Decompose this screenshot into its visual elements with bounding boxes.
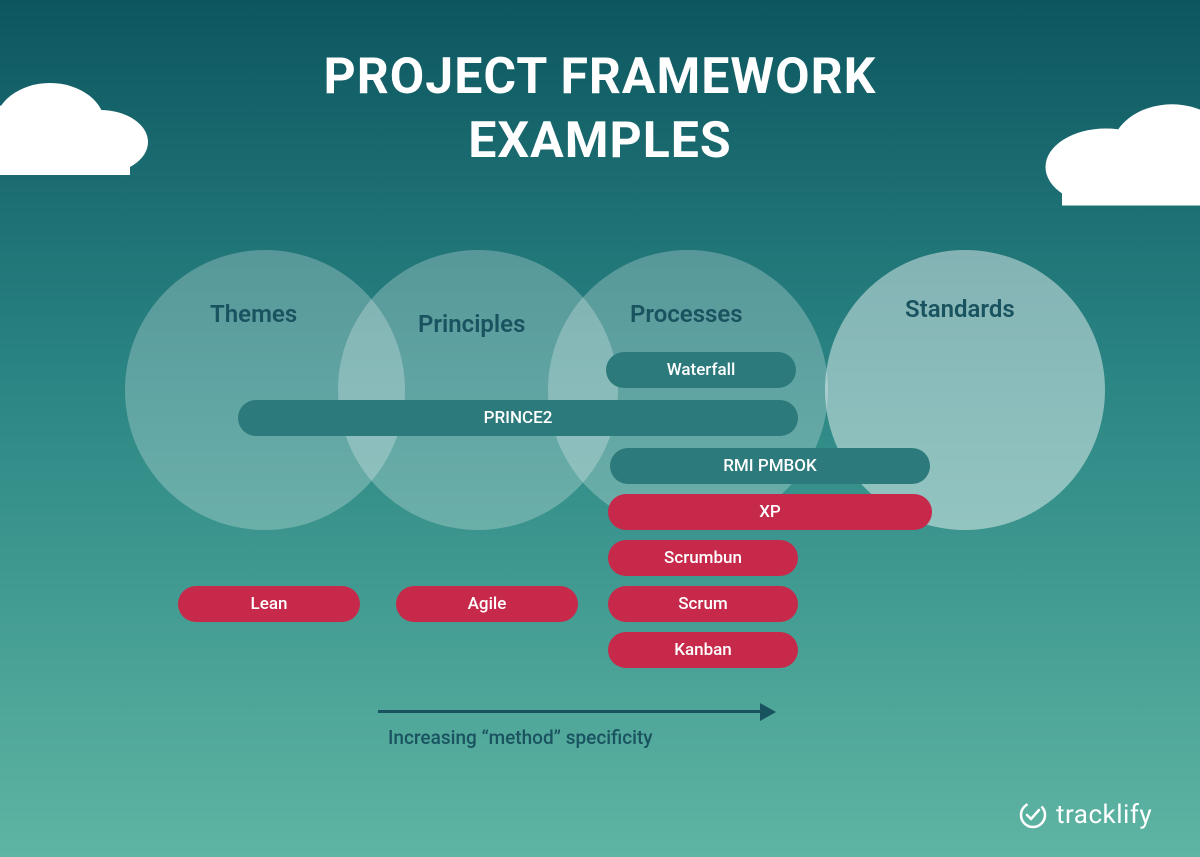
specificity-arrow-head [760,703,776,721]
framework-pill: Waterfall [606,352,796,388]
specificity-arrow-line [378,710,760,713]
tracklify-logo: tracklify [1018,800,1152,830]
framework-pill: Lean [178,586,360,622]
framework-pill: XP [608,494,932,530]
venn-circle-label: Standards [905,295,1015,323]
venn-circle-label: Principles [418,310,525,338]
tracklify-logo-text: tracklify [1056,800,1152,830]
framework-pill: PRINCE2 [238,400,798,436]
framework-pill: Scrum [608,586,798,622]
venn-circle-label: Themes [210,300,297,328]
venn-circle [548,250,828,530]
framework-pill: RMI PMBOK [610,448,930,484]
framework-pill: Agile [396,586,578,622]
venn-circle-label: Processes [630,300,743,328]
specificity-arrow-label: Increasing “method” specificity [388,726,653,749]
tracklify-logo-icon [1018,800,1048,830]
venn-circle [825,250,1105,530]
framework-pill: Kanban [608,632,798,668]
page-title-line2: EXAMPLES [0,112,1200,170]
framework-pill: Scrumbun [608,540,798,576]
page-title-line1: PROJECT FRAMEWORK [0,48,1200,106]
